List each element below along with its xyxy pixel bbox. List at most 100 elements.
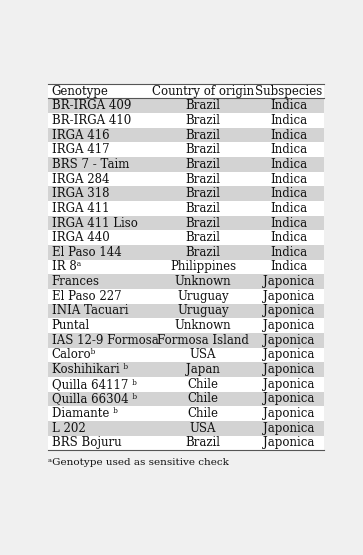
Text: Japonica: Japonica bbox=[263, 392, 314, 406]
Bar bbox=[48, 289, 324, 304]
Text: Japonica: Japonica bbox=[263, 363, 314, 376]
Text: IRGA 411 Liso: IRGA 411 Liso bbox=[52, 216, 138, 230]
Text: Chile: Chile bbox=[187, 407, 219, 420]
Text: Brazil: Brazil bbox=[185, 187, 220, 200]
Text: Brazil: Brazil bbox=[185, 114, 220, 127]
Text: IRGA 284: IRGA 284 bbox=[52, 173, 109, 185]
Text: IR 8ᵃ: IR 8ᵃ bbox=[52, 260, 81, 274]
Text: Koshihikari ᵇ: Koshihikari ᵇ bbox=[52, 363, 128, 376]
Text: Philippines: Philippines bbox=[170, 260, 236, 274]
Text: Unknown: Unknown bbox=[175, 275, 231, 288]
Bar bbox=[48, 128, 324, 142]
Text: Caloroᵇ: Caloroᵇ bbox=[52, 349, 96, 361]
Bar bbox=[48, 230, 324, 245]
Text: Country of origin: Country of origin bbox=[152, 84, 254, 98]
Text: Puntal: Puntal bbox=[52, 319, 90, 332]
Bar bbox=[48, 421, 324, 436]
Text: Brazil: Brazil bbox=[185, 216, 220, 230]
Bar bbox=[48, 201, 324, 216]
Text: IRGA 411: IRGA 411 bbox=[52, 202, 109, 215]
Text: BRS Bojuru: BRS Bojuru bbox=[52, 436, 121, 450]
Text: Frances: Frances bbox=[52, 275, 99, 288]
Text: Brazil: Brazil bbox=[185, 129, 220, 142]
Text: Indica: Indica bbox=[270, 202, 307, 215]
Text: USA: USA bbox=[189, 349, 216, 361]
Text: Indica: Indica bbox=[270, 158, 307, 171]
Text: IRGA 318: IRGA 318 bbox=[52, 187, 109, 200]
Text: IRGA 417: IRGA 417 bbox=[52, 143, 109, 156]
Bar bbox=[48, 392, 324, 406]
Text: ᵃGenotype used as sensitive check: ᵃGenotype used as sensitive check bbox=[48, 458, 229, 467]
Bar bbox=[48, 319, 324, 333]
Bar bbox=[48, 347, 324, 362]
Bar bbox=[48, 304, 324, 319]
Text: INIA Tacuari: INIA Tacuari bbox=[52, 305, 128, 317]
Text: Uruguay: Uruguay bbox=[177, 290, 229, 303]
Text: Japonica: Japonica bbox=[263, 378, 314, 391]
Bar bbox=[48, 245, 324, 260]
Text: Subspecies: Subspecies bbox=[255, 84, 322, 98]
Text: IAS 12-9 Formosa: IAS 12-9 Formosa bbox=[52, 334, 158, 347]
Bar bbox=[48, 406, 324, 421]
Text: Brazil: Brazil bbox=[185, 158, 220, 171]
Text: Indica: Indica bbox=[270, 216, 307, 230]
Text: Quilla 64117 ᵇ: Quilla 64117 ᵇ bbox=[52, 378, 136, 391]
Text: Indica: Indica bbox=[270, 187, 307, 200]
Bar bbox=[48, 333, 324, 347]
Text: Japonica: Japonica bbox=[263, 349, 314, 361]
Text: Japonica: Japonica bbox=[263, 422, 314, 435]
Text: Indica: Indica bbox=[270, 173, 307, 185]
Text: Japan: Japan bbox=[186, 363, 220, 376]
Bar bbox=[48, 157, 324, 171]
Text: Indica: Indica bbox=[270, 260, 307, 274]
Text: L 202: L 202 bbox=[52, 422, 85, 435]
Text: Japonica: Japonica bbox=[263, 290, 314, 303]
Bar bbox=[48, 113, 324, 128]
Text: Uruguay: Uruguay bbox=[177, 305, 229, 317]
Text: Japonica: Japonica bbox=[263, 275, 314, 288]
Text: Brazil: Brazil bbox=[185, 436, 220, 450]
Text: Indica: Indica bbox=[270, 231, 307, 244]
Bar bbox=[48, 436, 324, 450]
Bar bbox=[48, 260, 324, 274]
Bar bbox=[48, 186, 324, 201]
Text: Brazil: Brazil bbox=[185, 231, 220, 244]
Text: USA: USA bbox=[189, 422, 216, 435]
Bar bbox=[48, 142, 324, 157]
Bar bbox=[48, 98, 324, 113]
Text: Brazil: Brazil bbox=[185, 246, 220, 259]
Text: Indica: Indica bbox=[270, 246, 307, 259]
Bar bbox=[48, 84, 324, 98]
Text: El Paso 227: El Paso 227 bbox=[52, 290, 121, 303]
Bar bbox=[48, 274, 324, 289]
Text: El Paso 144: El Paso 144 bbox=[52, 246, 121, 259]
Text: Brazil: Brazil bbox=[185, 173, 220, 185]
Text: Formosa Island: Formosa Island bbox=[157, 334, 249, 347]
Bar bbox=[48, 377, 324, 392]
Text: Japonica: Japonica bbox=[263, 436, 314, 450]
Text: Unknown: Unknown bbox=[175, 319, 231, 332]
Text: IRGA 440: IRGA 440 bbox=[52, 231, 109, 244]
Text: Indica: Indica bbox=[270, 114, 307, 127]
Text: BRS 7 - Taim: BRS 7 - Taim bbox=[52, 158, 129, 171]
Text: Indica: Indica bbox=[270, 129, 307, 142]
Text: Brazil: Brazil bbox=[185, 143, 220, 156]
Text: BR-IRGA 409: BR-IRGA 409 bbox=[52, 99, 131, 112]
Text: Chile: Chile bbox=[187, 392, 219, 406]
Text: Japonica: Japonica bbox=[263, 334, 314, 347]
Text: IRGA 416: IRGA 416 bbox=[52, 129, 109, 142]
Text: Genotype: Genotype bbox=[52, 84, 109, 98]
Text: Japonica: Japonica bbox=[263, 319, 314, 332]
Text: Japonica: Japonica bbox=[263, 305, 314, 317]
Text: Quilla 66304 ᵇ: Quilla 66304 ᵇ bbox=[52, 392, 137, 406]
Text: Brazil: Brazil bbox=[185, 99, 220, 112]
Text: Brazil: Brazil bbox=[185, 202, 220, 215]
Text: Japonica: Japonica bbox=[263, 407, 314, 420]
Bar bbox=[48, 362, 324, 377]
Bar bbox=[48, 216, 324, 230]
Text: Chile: Chile bbox=[187, 378, 219, 391]
Bar bbox=[48, 171, 324, 186]
Text: BR-IRGA 410: BR-IRGA 410 bbox=[52, 114, 131, 127]
Text: Indica: Indica bbox=[270, 143, 307, 156]
Text: Indica: Indica bbox=[270, 99, 307, 112]
